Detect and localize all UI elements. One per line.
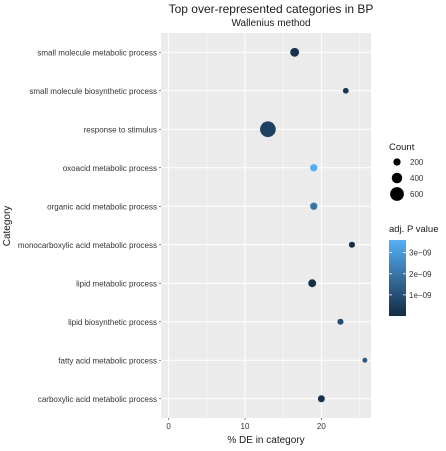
x-tick-label: 10 [241, 422, 250, 431]
count-legend-key [393, 158, 401, 166]
count-legend-label: 400 [410, 174, 424, 183]
y-tick-label: monocarboxylic acid metabolic process [18, 241, 157, 250]
y-tick-label: oxoacid metabolic process [63, 164, 157, 173]
count-legend-title: Count [389, 142, 415, 153]
chart-title: Top over-represented categories in BP [169, 2, 374, 16]
x-axis-title: % DE in category [227, 435, 304, 446]
adj-p-colorbar [389, 240, 406, 316]
data-point [348, 241, 355, 248]
data-point [310, 202, 318, 210]
adj-p-legend-label: 3e−09 [409, 249, 432, 258]
y-tick-label: response to stimulus [84, 125, 157, 134]
count-legend-key [390, 187, 404, 201]
adj-p-legend-label: 2e−09 [409, 270, 432, 279]
count-legend-label: 200 [410, 158, 424, 167]
adj-p-legend: adj. P value 1e−09 2e−09 3e−09 [389, 224, 438, 316]
y-tick-label: lipid metabolic process [76, 279, 157, 288]
data-point [317, 395, 325, 403]
adj-p-legend-label: 1e−09 [409, 291, 432, 300]
chart-subtitle: Wallenius method [231, 18, 310, 29]
grid-lines [161, 33, 371, 418]
data-point [290, 47, 300, 57]
count-legend-label: 600 [410, 190, 424, 199]
adj-p-legend-title: adj. P value [389, 224, 438, 235]
y-tick-label: fatty acid metabolic process [58, 356, 157, 365]
y-tick-label: organic acid metabolic process [47, 202, 157, 211]
data-point [337, 318, 344, 325]
y-tick-label: lipid biosynthetic process [68, 318, 157, 327]
count-legend: Count 200 400 600 [389, 142, 424, 201]
count-legend-key [391, 172, 403, 184]
data-point [260, 121, 276, 138]
data-point [362, 357, 368, 363]
x-tick-label: 0 [166, 422, 171, 431]
y-axis-title: Category [2, 206, 13, 247]
x-tick-label: 20 [317, 422, 326, 431]
y-tick-label: small molecule metabolic process [37, 48, 157, 57]
data-points [260, 47, 368, 403]
data-point [342, 87, 349, 94]
y-tick-label: small molecule biosynthetic process [29, 87, 157, 96]
data-point [310, 164, 318, 172]
x-tick-labels: 0 10 20 [166, 418, 326, 431]
y-tick-labels: small molecule metabolic process small mo… [18, 48, 161, 404]
data-point [308, 279, 317, 288]
y-tick-label: carboxylic acid metabolic process [38, 395, 157, 404]
plot-panel [161, 33, 371, 418]
